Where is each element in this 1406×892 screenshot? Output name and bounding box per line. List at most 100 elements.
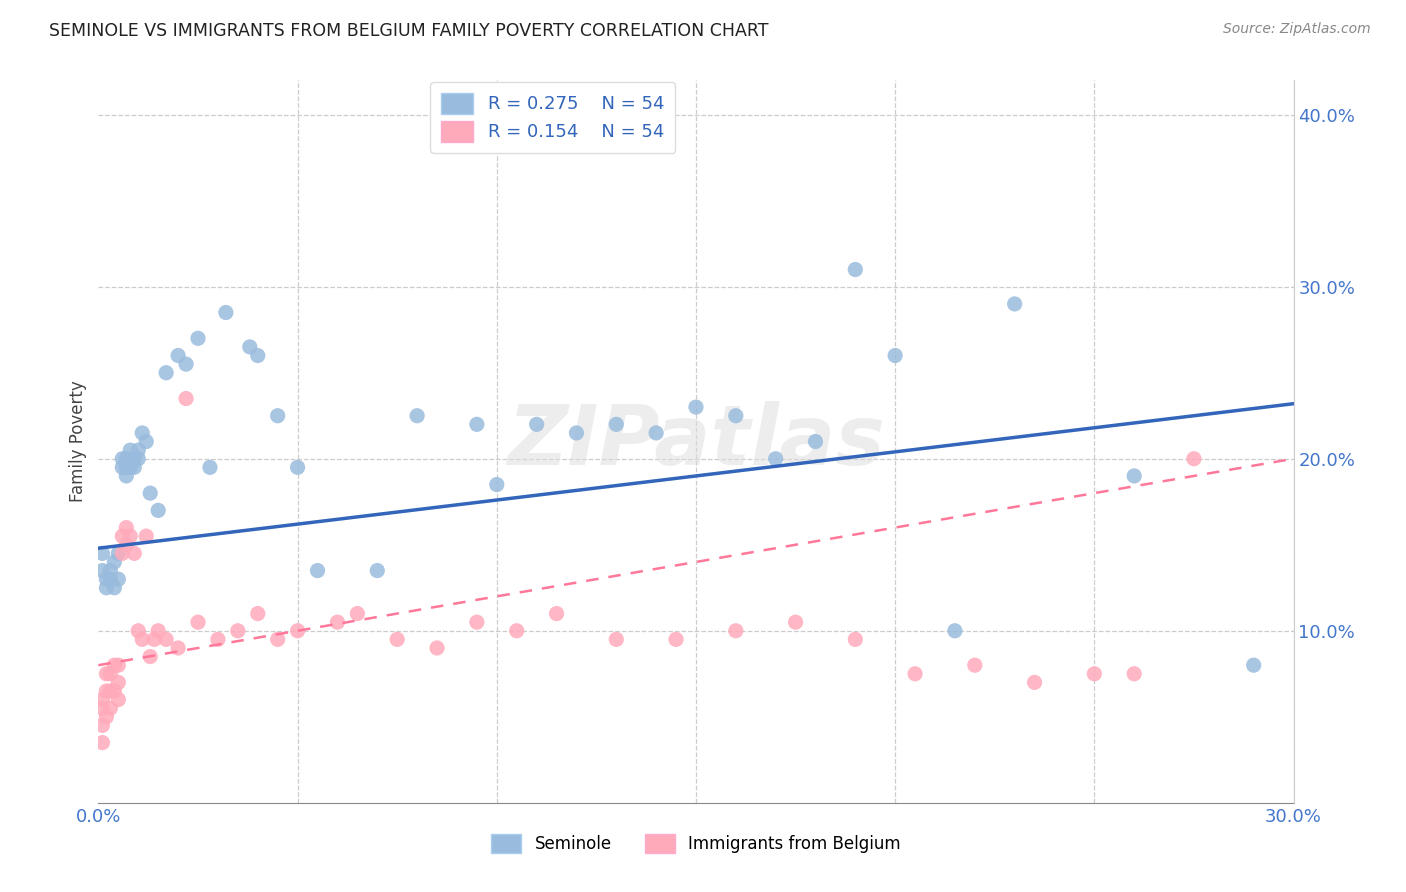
- Point: [1182, 451, 1205, 466]
- Point: [103, 658, 125, 673]
- Point: [124, 546, 146, 560]
- Point: [605, 632, 627, 647]
- Point: [139, 486, 162, 500]
- Point: [115, 451, 138, 466]
- Point: [120, 460, 142, 475]
- Point: [111, 546, 134, 560]
- Point: [96, 710, 118, 724]
- Point: [127, 451, 149, 466]
- Point: [546, 607, 568, 621]
- Point: [1024, 675, 1046, 690]
- Point: [174, 392, 197, 406]
- Point: [724, 624, 747, 638]
- Point: [287, 460, 309, 475]
- Point: [127, 443, 149, 458]
- Point: [155, 366, 177, 380]
- Point: [98, 666, 122, 681]
- Point: [115, 460, 138, 475]
- Point: [111, 460, 134, 475]
- Point: [605, 417, 627, 432]
- Point: [91, 546, 114, 560]
- Point: [91, 564, 114, 578]
- Point: [131, 425, 153, 440]
- Point: [155, 632, 177, 647]
- Point: [267, 409, 290, 423]
- Text: Source: ZipAtlas.com: Source: ZipAtlas.com: [1223, 22, 1371, 37]
- Point: [366, 564, 388, 578]
- Point: [1123, 666, 1146, 681]
- Point: [174, 357, 197, 371]
- Point: [963, 658, 986, 673]
- Point: [724, 409, 747, 423]
- Point: [131, 632, 153, 647]
- Point: [526, 417, 548, 432]
- Text: ZIPatlas: ZIPatlas: [508, 401, 884, 482]
- Y-axis label: Family Poverty: Family Poverty: [69, 381, 87, 502]
- Point: [307, 564, 329, 578]
- Point: [207, 632, 229, 647]
- Point: [107, 675, 129, 690]
- Point: [124, 451, 146, 466]
- Text: SEMINOLE VS IMMIGRANTS FROM BELGIUM FAMILY POVERTY CORRELATION CHART: SEMINOLE VS IMMIGRANTS FROM BELGIUM FAMI…: [49, 22, 769, 40]
- Point: [107, 692, 129, 706]
- Point: [765, 451, 787, 466]
- Point: [98, 684, 122, 698]
- Point: [665, 632, 688, 647]
- Point: [98, 572, 122, 586]
- Point: [111, 529, 134, 543]
- Point: [96, 666, 118, 681]
- Point: [226, 624, 249, 638]
- Point: [107, 546, 129, 560]
- Point: [103, 581, 125, 595]
- Point: [143, 632, 166, 647]
- Point: [246, 349, 269, 363]
- Point: [103, 684, 125, 698]
- Point: [96, 684, 118, 698]
- Point: [904, 666, 927, 681]
- Point: [96, 572, 118, 586]
- Point: [96, 581, 118, 595]
- Point: [844, 262, 866, 277]
- Point: [267, 632, 290, 647]
- Legend: Seminole, Immigrants from Belgium: Seminole, Immigrants from Belgium: [485, 827, 907, 860]
- Point: [385, 632, 409, 647]
- Point: [107, 572, 129, 586]
- Point: [239, 340, 262, 354]
- Point: [115, 469, 138, 483]
- Point: [215, 305, 238, 319]
- Point: [346, 607, 368, 621]
- Point: [465, 615, 488, 630]
- Point: [287, 624, 309, 638]
- Point: [115, 520, 138, 534]
- Point: [1083, 666, 1105, 681]
- Point: [465, 417, 488, 432]
- Point: [506, 624, 529, 638]
- Point: [943, 624, 966, 638]
- Point: [91, 701, 114, 715]
- Point: [1243, 658, 1265, 673]
- Point: [148, 624, 170, 638]
- Point: [103, 555, 125, 569]
- Point: [139, 649, 162, 664]
- Point: [326, 615, 349, 630]
- Point: [91, 735, 114, 749]
- Point: [98, 701, 122, 715]
- Point: [485, 477, 508, 491]
- Point: [111, 451, 134, 466]
- Point: [565, 425, 588, 440]
- Point: [167, 349, 190, 363]
- Point: [167, 640, 190, 655]
- Point: [198, 460, 221, 475]
- Point: [120, 529, 142, 543]
- Point: [120, 443, 142, 458]
- Point: [685, 400, 707, 414]
- Point: [135, 529, 157, 543]
- Point: [124, 460, 146, 475]
- Point: [115, 538, 138, 552]
- Point: [127, 624, 149, 638]
- Point: [645, 425, 668, 440]
- Point: [135, 434, 157, 449]
- Point: [1004, 297, 1026, 311]
- Point: [406, 409, 429, 423]
- Point: [804, 434, 827, 449]
